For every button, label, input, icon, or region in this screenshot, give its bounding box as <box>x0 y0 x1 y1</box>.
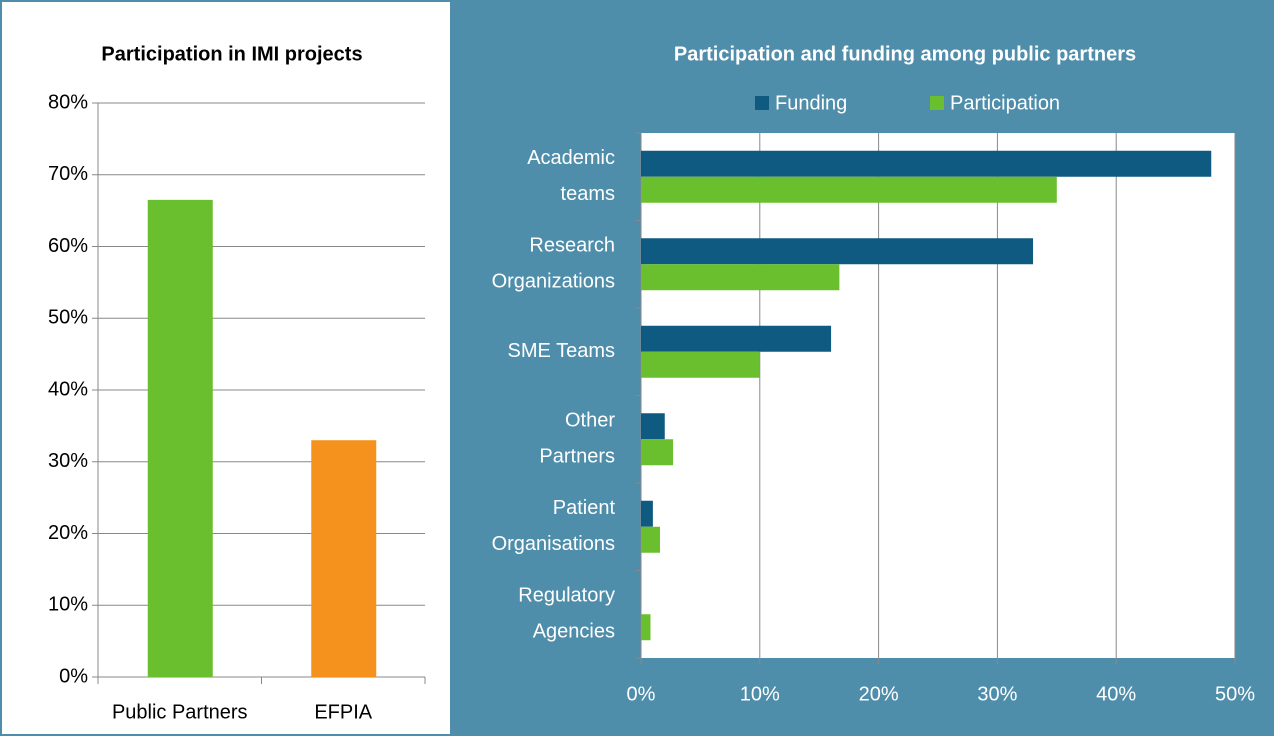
legend-swatch <box>930 96 944 110</box>
y-tick-label: 70% <box>48 163 88 185</box>
y-tick-label-line: SME Teams <box>508 340 615 362</box>
y-tick-label: 50% <box>48 307 88 329</box>
y-tick-label: Research Organizations <box>492 235 615 293</box>
y-tick-label: Academic teams <box>527 147 615 205</box>
plot-area <box>641 133 1235 658</box>
bar <box>311 440 377 677</box>
y-tick-label-line: Patient <box>553 497 616 519</box>
x-tick-label: 50% <box>1215 683 1255 705</box>
y-tick-label: 60% <box>48 235 88 257</box>
y-tick-label: 40% <box>48 378 88 400</box>
bar <box>641 526 661 553</box>
bar <box>641 176 1057 203</box>
bar <box>641 614 651 641</box>
y-tick-label: Other Partners <box>539 410 615 468</box>
y-tick-label: Patient Organisations <box>492 497 616 555</box>
y-tick-label: 80% <box>48 91 88 113</box>
y-tick-label-line: Agencies <box>533 621 615 643</box>
y-tick-label-line: Academic <box>527 147 615 169</box>
y-tick-label-line: Organizations <box>492 271 615 293</box>
x-tick-label: 10% <box>740 683 780 705</box>
chart-title: Participation and funding among public p… <box>674 43 1136 65</box>
y-tick-label-line: Organisations <box>492 533 615 555</box>
legend-label: Funding <box>775 92 847 114</box>
bar <box>641 150 1212 177</box>
y-tick-label: SME Teams <box>508 340 615 362</box>
bar <box>641 351 760 378</box>
bar <box>641 500 653 527</box>
legend-label: Participation <box>950 92 1060 114</box>
y-tick-label: 30% <box>48 450 88 472</box>
y-tick-label-line: Research <box>529 235 615 257</box>
x-tick-label: EFPIA <box>314 701 372 723</box>
bar <box>147 199 213 678</box>
bar <box>641 439 674 466</box>
x-tick-label: 20% <box>859 683 899 705</box>
y-tick-label-line: teams <box>561 183 615 205</box>
bar <box>641 325 832 352</box>
x-tick-label: 0% <box>627 683 656 705</box>
x-tick-label: 30% <box>977 683 1017 705</box>
y-tick-label: 20% <box>48 522 88 544</box>
bar <box>641 238 1034 265</box>
bar <box>641 413 665 440</box>
y-tick-label: 10% <box>48 594 88 616</box>
x-tick-label: 40% <box>1096 683 1136 705</box>
legend-swatch <box>755 96 769 110</box>
y-tick-label-line: Other <box>565 410 615 432</box>
bar <box>641 264 840 291</box>
y-tick-label: Regulatory Agencies <box>518 585 615 643</box>
chart-title: Participation in IMI projects <box>101 43 362 65</box>
y-tick-label: 0% <box>59 665 88 687</box>
y-tick-label-line: Partners <box>539 446 615 468</box>
y-tick-label-line: Regulatory <box>518 585 615 607</box>
x-tick-label: Public Partners <box>112 701 248 723</box>
